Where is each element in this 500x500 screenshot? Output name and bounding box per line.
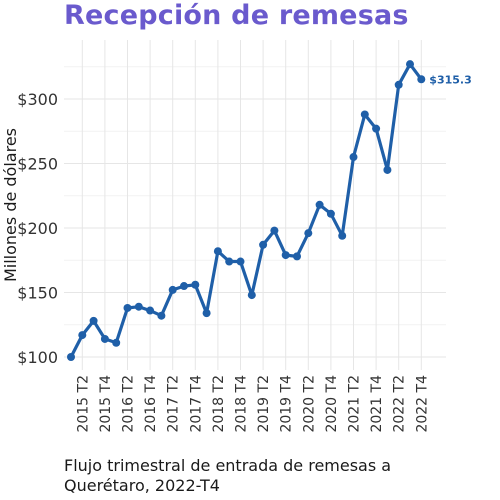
data-point xyxy=(406,60,414,69)
data-point xyxy=(213,247,222,256)
data-point xyxy=(67,353,75,361)
chart-title: Recepción de remesas xyxy=(64,0,409,31)
data-labels: $315.3 xyxy=(429,73,471,86)
x-tick-label: 2019 T4 xyxy=(279,375,295,433)
x-tick-label: 2018 T4 xyxy=(234,375,250,433)
data-point xyxy=(157,311,166,320)
data-point xyxy=(259,240,268,249)
x-tick-label: 2018 T2 xyxy=(211,375,227,433)
data-point xyxy=(191,280,200,289)
data-point xyxy=(349,153,358,162)
chart-caption: Flujo trimestral de entrada de remesas a… xyxy=(64,456,484,496)
data-point xyxy=(236,257,245,266)
data-point xyxy=(225,257,234,266)
caption-line-2: Querétaro, 2022-T4 xyxy=(64,476,220,495)
data-point xyxy=(100,334,109,343)
x-tick-label: 2022 T2 xyxy=(392,375,408,433)
x-tick-label: 2016 T4 xyxy=(143,375,159,433)
data-point xyxy=(304,229,313,238)
y-tick-label: $300 xyxy=(17,90,58,109)
data-point xyxy=(360,110,369,119)
data-point xyxy=(394,80,403,89)
data-point xyxy=(270,226,279,235)
x-tick-label: 2021 T4 xyxy=(369,375,385,433)
data-point xyxy=(281,251,290,260)
series-remesas xyxy=(67,60,426,361)
y-tick-label: $250 xyxy=(17,155,58,174)
x-tick-label: 2017 T2 xyxy=(166,375,182,433)
x-tick-label: 2017 T4 xyxy=(188,375,204,433)
data-point xyxy=(293,252,301,261)
x-tick-label: 2020 T4 xyxy=(324,375,340,433)
data-point xyxy=(134,302,143,311)
data-point xyxy=(146,306,155,315)
data-point xyxy=(372,124,381,133)
grid-lines xyxy=(64,40,446,370)
data-point xyxy=(180,282,188,291)
y-tick-label: $150 xyxy=(17,284,58,303)
data-point xyxy=(168,285,177,294)
data-point xyxy=(247,291,256,300)
data-point xyxy=(123,303,132,312)
y-tick-label: $200 xyxy=(17,219,58,238)
data-point xyxy=(89,316,98,325)
data-point xyxy=(112,338,121,347)
y-axis-title: Millones de dólares xyxy=(1,128,20,282)
data-point xyxy=(417,75,426,84)
x-tick-label: 2022 T4 xyxy=(414,375,430,433)
x-tick-label: 2020 T2 xyxy=(301,375,317,433)
caption-line-1: Flujo trimestral de entrada de remesas a xyxy=(64,456,392,475)
data-point xyxy=(202,309,211,318)
x-tick-label: 2019 T2 xyxy=(256,375,272,433)
data-point xyxy=(383,165,392,174)
x-tick-label: 2016 T2 xyxy=(121,375,137,433)
x-tick-label: 2015 T2 xyxy=(75,375,91,433)
data-point xyxy=(315,200,324,209)
series-line xyxy=(69,62,423,359)
axes: $100 $150 $200 $250 $300 2015 T2 2015 T4 2016 T… xyxy=(1,90,430,433)
y-tick-label: $100 xyxy=(17,348,58,367)
x-tick-label: 2015 T4 xyxy=(98,375,114,433)
x-tick-label: 2021 T2 xyxy=(347,375,363,433)
data-label-last: $315.3 xyxy=(429,73,471,86)
data-point xyxy=(326,209,335,218)
data-point xyxy=(78,331,87,340)
data-point xyxy=(338,231,347,240)
